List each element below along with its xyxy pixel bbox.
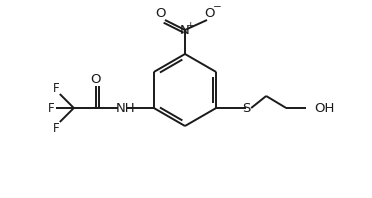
Text: N: N (180, 24, 190, 36)
Text: O: O (205, 7, 215, 19)
Text: F: F (52, 122, 59, 134)
Text: S: S (242, 102, 250, 114)
Text: O: O (90, 72, 101, 86)
Text: OH: OH (314, 102, 334, 114)
Text: F: F (52, 82, 59, 94)
Text: F: F (48, 102, 54, 114)
Text: O: O (156, 7, 166, 19)
Text: +: + (186, 21, 194, 30)
Text: −: − (213, 2, 221, 12)
Text: NH: NH (116, 102, 136, 114)
